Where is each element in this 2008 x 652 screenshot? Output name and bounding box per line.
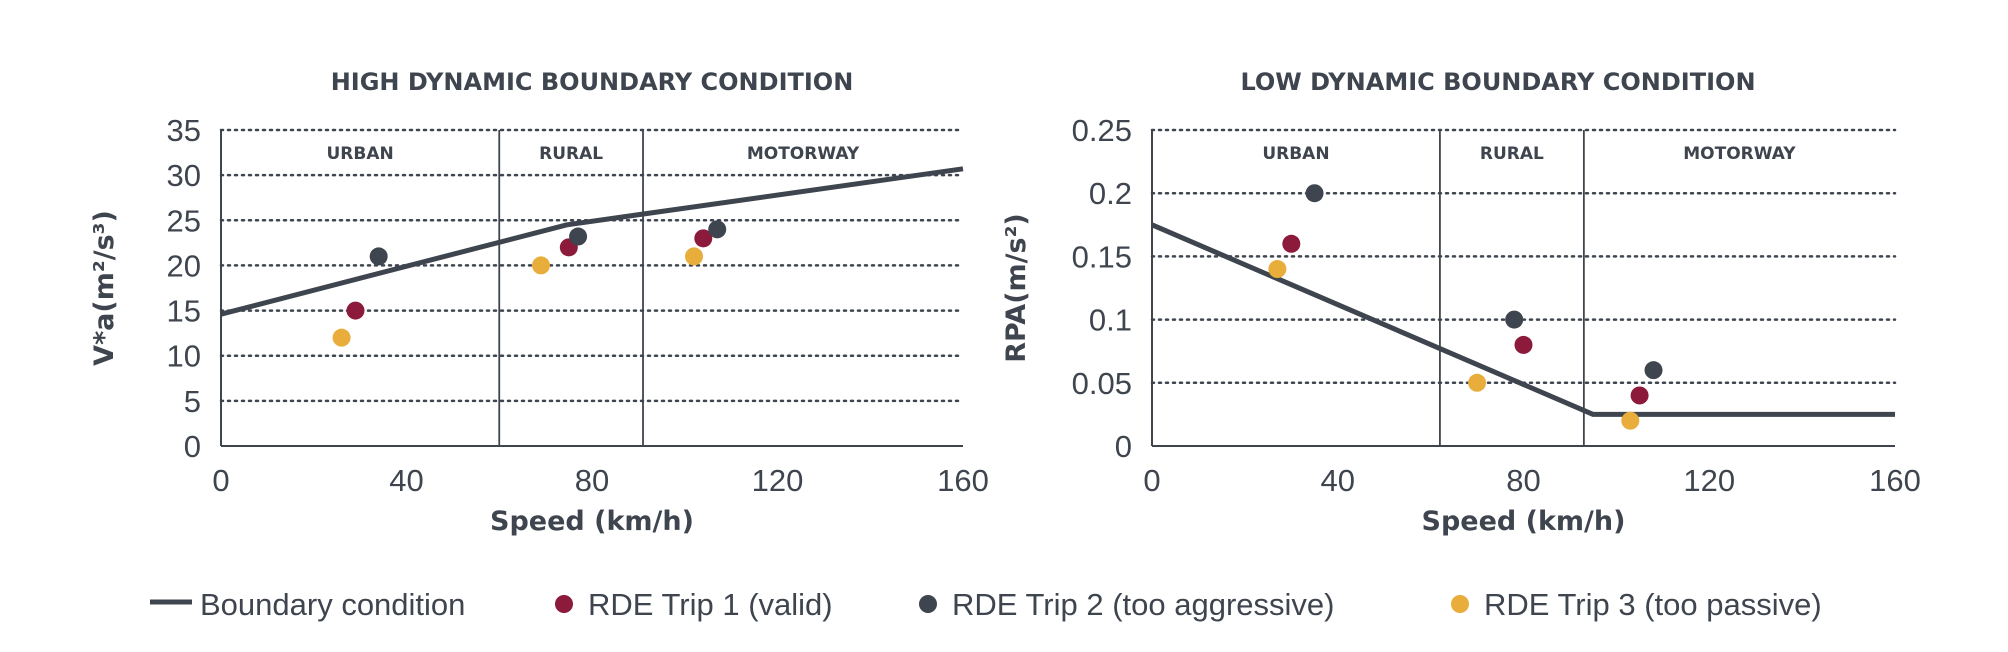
low-trip1-point <box>1630 386 1649 405</box>
low-y-tick-label: 0.15 <box>1072 239 1132 274</box>
high-x-tick-label: 40 <box>389 463 423 498</box>
high-y-tick-label: 5 <box>184 384 201 419</box>
high-x-tick-label: 80 <box>575 463 609 498</box>
high-y-axis-label: V*a(m²/s³) <box>89 210 120 366</box>
low-trip3-point <box>1468 373 1487 392</box>
low-trip1-point <box>1514 335 1533 354</box>
legend-trip1-label: RDE Trip 1 (valid) <box>588 587 833 622</box>
low-y-axis-label: RPA(m/s²) <box>1001 213 1032 363</box>
low-y-tick-label: 0 <box>1115 429 1132 464</box>
low-trip3-point <box>1268 260 1287 279</box>
high-trip3-point <box>531 256 550 275</box>
low-trip1-point <box>1282 234 1301 253</box>
low-y-tick-label: 0.2 <box>1089 176 1132 211</box>
high-x-tick-label: 160 <box>937 463 989 498</box>
high-y-tick-label: 35 <box>167 113 201 148</box>
low-zone-label-motorway: MOTORWAY <box>1683 144 1796 164</box>
low-y-tick-label: 0.05 <box>1072 366 1132 401</box>
high-y-tick-label: 25 <box>167 203 201 238</box>
high-trip2-point <box>369 247 388 266</box>
high-x-tick-label: 120 <box>752 463 804 498</box>
legend-boundary-label: Boundary condition <box>200 587 465 622</box>
low-x-tick-label: 40 <box>1321 463 1355 498</box>
high-y-tick-label: 15 <box>167 294 201 329</box>
low-zone-label-urban: URBAN <box>1262 144 1329 164</box>
low-trip2-point <box>1644 361 1663 380</box>
high-x-tick-label: 0 <box>212 463 229 498</box>
legend-trip3-label: RDE Trip 3 (too passive) <box>1484 587 1822 622</box>
legend: Boundary condition RDE Trip 1 (valid) RDE … <box>150 587 1822 622</box>
legend-trip2-label: RDE Trip 2 (too aggressive) <box>952 587 1334 622</box>
low-x-tick-label: 0 <box>1143 463 1160 498</box>
high-trip3-point <box>332 328 351 347</box>
low-y-tick-label: 0.1 <box>1089 303 1132 338</box>
low-x-tick-label: 160 <box>1869 463 1921 498</box>
high-trip2-point <box>569 227 588 246</box>
low-trip3-point <box>1621 411 1640 430</box>
low-boundary-line <box>1151 222 1895 417</box>
high-x-axis-label: Speed (km/h) <box>490 506 694 537</box>
low-chart-title: LOW DYNAMIC BOUNDARY CONDITION <box>1240 68 1755 96</box>
low-dynamic-panel: LOW DYNAMIC BOUNDARY CONDITION URBAN RURAL… <box>1001 68 1921 537</box>
low-trip2-point <box>1305 184 1324 203</box>
legend-trip2-swatch <box>919 595 937 613</box>
high-chart-title: HIGH DYNAMIC BOUNDARY CONDITION <box>331 68 854 96</box>
high-y-tick-label: 20 <box>167 248 201 283</box>
high-trip3-point <box>685 247 704 266</box>
legend-trip1-swatch <box>555 595 573 613</box>
high-trip1-point <box>346 301 365 320</box>
high-trip1-point <box>694 229 713 248</box>
high-y-tick-label: 10 <box>167 339 201 374</box>
high-zone-label-motorway: MOTORWAY <box>747 144 860 164</box>
high-trip2-point <box>708 220 727 239</box>
high-boundary-line <box>220 166 964 317</box>
high-zone-label-rural: RURAL <box>539 144 603 164</box>
low-x-axis-label: Speed (km/h) <box>1422 506 1626 537</box>
high-dynamic-panel: HIGH DYNAMIC BOUNDARY CONDITION URBAN RURA… <box>89 68 989 537</box>
high-zone-label-urban: URBAN <box>327 144 394 164</box>
high-y-tick-label: 0 <box>184 429 201 464</box>
low-x-tick-label: 120 <box>1683 463 1735 498</box>
low-trip2-point <box>1505 310 1524 329</box>
low-y-tick-label: 0.25 <box>1072 113 1132 148</box>
legend-trip3-swatch <box>1451 595 1469 613</box>
low-x-tick-label: 80 <box>1506 463 1540 498</box>
low-zone-label-rural: RURAL <box>1480 144 1544 164</box>
high-y-tick-label: 30 <box>167 158 201 193</box>
